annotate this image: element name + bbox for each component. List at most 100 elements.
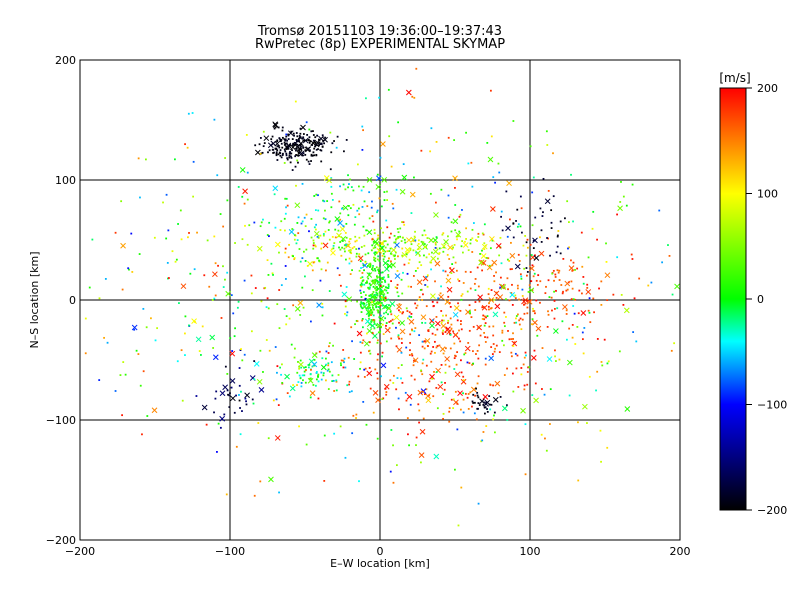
data-point-dot — [481, 269, 484, 272]
data-point-dot — [219, 213, 222, 215]
data-point-x — [272, 121, 279, 128]
data-point-dot — [481, 439, 484, 442]
data-point-dot — [373, 256, 375, 259]
data-point-dot — [288, 395, 291, 398]
data-point-dot — [361, 342, 364, 344]
data-point-dot — [299, 132, 302, 135]
data-point-dot — [299, 144, 302, 146]
data-point-dot — [357, 375, 360, 378]
data-point-dot — [494, 347, 497, 350]
data-point-dot — [456, 235, 458, 238]
data-point-dot — [323, 142, 326, 145]
data-point-dot — [506, 277, 509, 280]
data-point-dot — [397, 231, 400, 234]
data-point-dot — [274, 346, 277, 348]
data-point-dot — [557, 230, 560, 232]
data-point-x — [416, 244, 423, 251]
data-point-dot — [375, 293, 378, 296]
data-point-dot — [315, 153, 318, 156]
data-point-dot — [477, 396, 480, 399]
data-point-dot — [226, 389, 229, 392]
data-point-dot — [401, 292, 404, 295]
data-point-dot — [237, 300, 240, 303]
data-point-x — [446, 286, 453, 293]
data-point-dot — [484, 336, 486, 338]
data-point-dot — [304, 381, 307, 384]
data-point-x — [440, 323, 447, 329]
data-point-dot — [313, 364, 316, 367]
data-point-dot — [566, 200, 569, 203]
data-point-x — [406, 237, 412, 243]
data-point-dot — [376, 276, 379, 279]
data-point-dot — [291, 138, 294, 140]
data-point-dot — [378, 283, 380, 286]
data-point-dot — [452, 398, 455, 401]
data-point-dot — [322, 234, 325, 237]
data-point-dot — [120, 200, 123, 203]
data-point-dot — [477, 375, 480, 378]
data-point-dot — [399, 235, 402, 238]
data-point-dot — [422, 390, 424, 393]
data-point-dot — [374, 368, 377, 371]
data-point-x — [422, 275, 429, 282]
data-point-dot — [168, 277, 170, 279]
data-point-dot — [483, 223, 486, 226]
data-point-dot — [484, 406, 487, 409]
data-point-dot — [512, 332, 514, 335]
data-point-dot — [355, 239, 358, 242]
data-point-dot — [313, 358, 316, 361]
data-point-dot — [519, 273, 522, 276]
data-point-x — [624, 406, 631, 412]
data-point-dot — [295, 132, 298, 134]
data-point-x — [460, 378, 467, 385]
data-point-x — [337, 220, 343, 226]
data-point-dot — [554, 355, 556, 358]
data-point-dot — [474, 309, 477, 311]
data-point-dot — [379, 286, 381, 288]
data-point-dot — [344, 366, 347, 369]
data-point-dot — [375, 296, 378, 299]
data-point-dot — [501, 229, 504, 232]
data-point-dot — [380, 227, 382, 230]
data-point-dot — [462, 398, 465, 401]
data-point-dot — [452, 330, 455, 333]
data-point-dot — [462, 251, 464, 254]
data-point-dot — [372, 220, 375, 223]
data-point-dot — [374, 269, 377, 272]
data-point-dot — [371, 238, 374, 241]
data-point-dot — [283, 148, 286, 151]
data-point-dot — [273, 127, 276, 130]
data-point-dot — [317, 194, 319, 197]
data-point-x — [367, 309, 374, 315]
data-point-dot — [348, 257, 351, 260]
data-point-dot — [477, 402, 480, 405]
data-point-dot — [505, 298, 507, 301]
data-point-dot — [297, 154, 300, 157]
data-point-dot — [278, 251, 280, 254]
data-point-dot — [411, 95, 414, 98]
data-point-dot — [457, 278, 459, 281]
data-point-dot — [286, 204, 289, 207]
data-point-dot — [479, 253, 482, 255]
data-point-x — [617, 205, 623, 212]
data-point-dot — [381, 242, 384, 245]
data-point-x — [433, 212, 439, 218]
data-point-dot — [425, 256, 428, 259]
data-point-dot — [396, 283, 399, 286]
data-point-dot — [560, 284, 563, 286]
data-point-dot — [286, 392, 289, 395]
data-point-dot — [432, 305, 435, 308]
data-point-dot — [284, 139, 287, 142]
data-point-dot — [382, 285, 385, 287]
data-point-dot — [545, 449, 548, 452]
data-point-dot — [484, 341, 487, 343]
data-point-dot — [498, 254, 501, 257]
data-point-dot — [539, 280, 542, 283]
data-point-dot — [522, 244, 525, 247]
data-point-dot — [429, 352, 432, 355]
data-point-dot — [302, 152, 305, 155]
data-point-dot — [293, 238, 296, 241]
data-point-dot — [398, 321, 400, 324]
data-point-dot — [384, 299, 387, 301]
data-point-dot — [246, 198, 249, 201]
